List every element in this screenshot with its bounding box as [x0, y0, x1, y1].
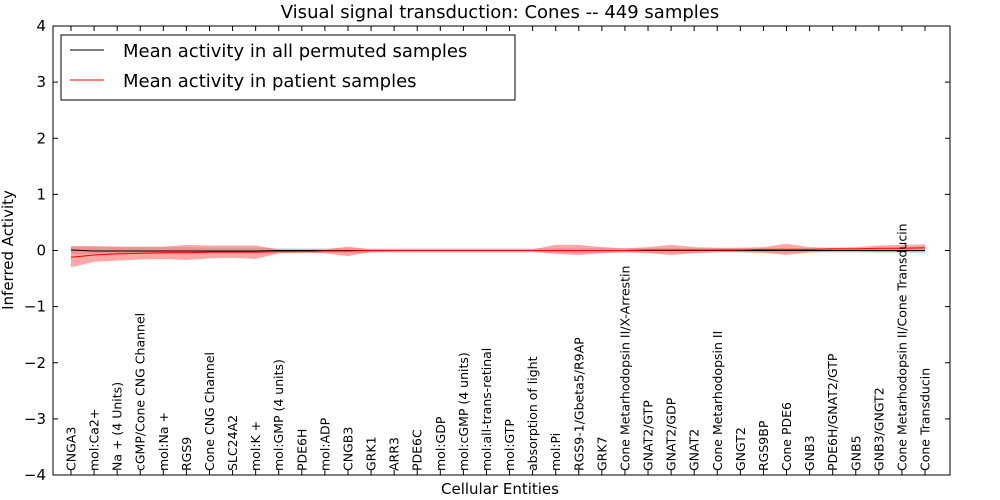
x-tick-label: PDE6C: [410, 429, 425, 471]
series-lines: [70, 247, 926, 258]
x-tick-label: Cone Metarhodopsin II/Cone Transducin: [894, 223, 909, 471]
x-tick-label: Cone CNG Channel: [202, 352, 217, 471]
y-tick-label: −3: [24, 410, 46, 428]
y-tick-label: 2: [36, 129, 46, 147]
x-tick-label: Cone Metarhodopsin II: [710, 331, 725, 471]
x-tick-label: GNB3/GNGT2: [871, 387, 886, 471]
x-tick-label: GNAT2/GTP: [641, 400, 656, 471]
x-tick-label: mol:GDP: [433, 416, 448, 471]
x-tick-label: mol:K +: [248, 421, 263, 471]
y-tick-label: 4: [36, 17, 46, 35]
confidence-bands: [71, 243, 925, 268]
x-tick-label: PDE6H/GNAT2/GTP: [825, 353, 840, 471]
legend-label-patient: Mean activity in patient samples: [123, 71, 417, 92]
x-tick-label: SLC24A2: [225, 415, 240, 471]
line-patient: [70, 247, 926, 258]
x-tick-label: GRK7: [594, 436, 609, 471]
y-tick-label: 1: [36, 185, 46, 203]
x-tick-label: Cone PDE6: [779, 402, 794, 471]
x-tick-label: RGS9BP: [756, 420, 771, 471]
band-patient: [71, 243, 925, 268]
x-tick-label: cGMP/Cone CNG Channel: [133, 313, 148, 471]
x-tick-label: mol:ADP: [317, 417, 332, 471]
x-tick-label: PDE6H: [294, 429, 309, 471]
x-tick-label: mol:all-trans-retinal: [479, 348, 494, 471]
y-tick-label: −2: [24, 354, 46, 372]
x-tick-label: GNGT2: [733, 427, 748, 471]
x-tick-label: GNB3: [802, 435, 817, 471]
x-tick-label: GNAT2: [687, 429, 702, 471]
x-tick-label: Cone Metarhodopsin II/X-Arrestin: [617, 266, 632, 471]
legend-box: [60, 34, 516, 101]
legend: Mean activity in all permuted samples Me…: [60, 34, 516, 101]
x-axis-label: Cellular Entities: [441, 480, 559, 498]
x-tick-label: mol:Na +: [156, 412, 171, 471]
y-tick-label: −4: [24, 466, 46, 484]
x-tick-label: CNGB3: [340, 427, 355, 471]
x-tick-label: CNGA3: [64, 427, 79, 471]
x-tick-label: Na + (4 Units): [110, 382, 125, 471]
x-tick-label: mol:cGMP (4 units): [456, 352, 471, 471]
x-tick-label: ARR3: [387, 437, 402, 471]
x-tick-label: RGS9-1/Gbeta5/R9AP: [571, 337, 586, 471]
x-tick-label: Cone Transducin: [918, 368, 933, 471]
y-tick-label: 3: [36, 73, 46, 91]
x-tick-label: mol:GMP (4 units): [271, 359, 286, 471]
y-tick-label: 0: [36, 242, 46, 260]
x-axis: CNGA3 mol:Ca2+ Na + (4 Units) cGMP/Cone CNG…: [64, 26, 933, 475]
x-tick-label: GNAT2/GDP: [664, 397, 679, 471]
x-tick-label: mol:Ca2+: [87, 409, 102, 471]
x-tick-label: mol:GTP: [502, 419, 517, 471]
x-tick-label: GRK1: [364, 436, 379, 471]
y-axis-label: Inferred Activity: [0, 190, 17, 310]
chart-title: Visual signal transduction: Cones -- 449…: [281, 2, 719, 23]
x-tick-label: RGS9: [179, 437, 194, 471]
x-tick-label: GNB5: [848, 435, 863, 471]
legend-label-permuted: Mean activity in all permuted samples: [123, 41, 467, 62]
x-tick-label: absorption of light: [525, 356, 540, 471]
y-tick-label: −1: [24, 298, 46, 316]
y-axis: −4 −3 −2 −1 0 1 2 3 4: [24, 17, 950, 484]
x-tick-label: mol:Pi: [548, 433, 563, 471]
